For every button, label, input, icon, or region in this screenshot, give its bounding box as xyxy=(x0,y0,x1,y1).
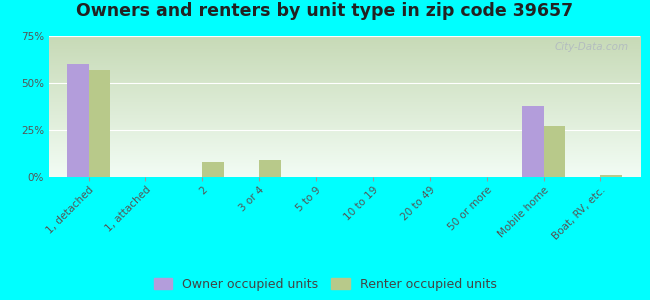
Text: 50 or more: 50 or more xyxy=(446,184,494,232)
Text: 1, detached: 1, detached xyxy=(45,184,96,236)
Bar xyxy=(522,106,543,177)
Legend: Owner occupied units, Renter occupied units: Owner occupied units, Renter occupied un… xyxy=(153,278,497,291)
Bar xyxy=(88,70,110,177)
Bar xyxy=(67,64,88,177)
Text: City-Data.com: City-Data.com xyxy=(554,42,629,52)
Bar xyxy=(601,175,622,177)
Text: 3 or 4: 3 or 4 xyxy=(238,184,266,213)
Text: 2: 2 xyxy=(198,184,209,196)
Text: 20 to 49: 20 to 49 xyxy=(399,184,437,222)
Text: Owners and renters by unit type in zip code 39657: Owners and renters by unit type in zip c… xyxy=(77,2,573,20)
Text: 10 to 19: 10 to 19 xyxy=(343,184,380,222)
Bar xyxy=(543,126,565,177)
Bar xyxy=(259,160,281,177)
Text: Mobile home: Mobile home xyxy=(496,184,551,239)
Text: Boat, RV, etc.: Boat, RV, etc. xyxy=(551,184,608,242)
Text: 5 to 9: 5 to 9 xyxy=(294,184,323,213)
Bar xyxy=(202,162,224,177)
Text: 1, attached: 1, attached xyxy=(103,184,153,234)
